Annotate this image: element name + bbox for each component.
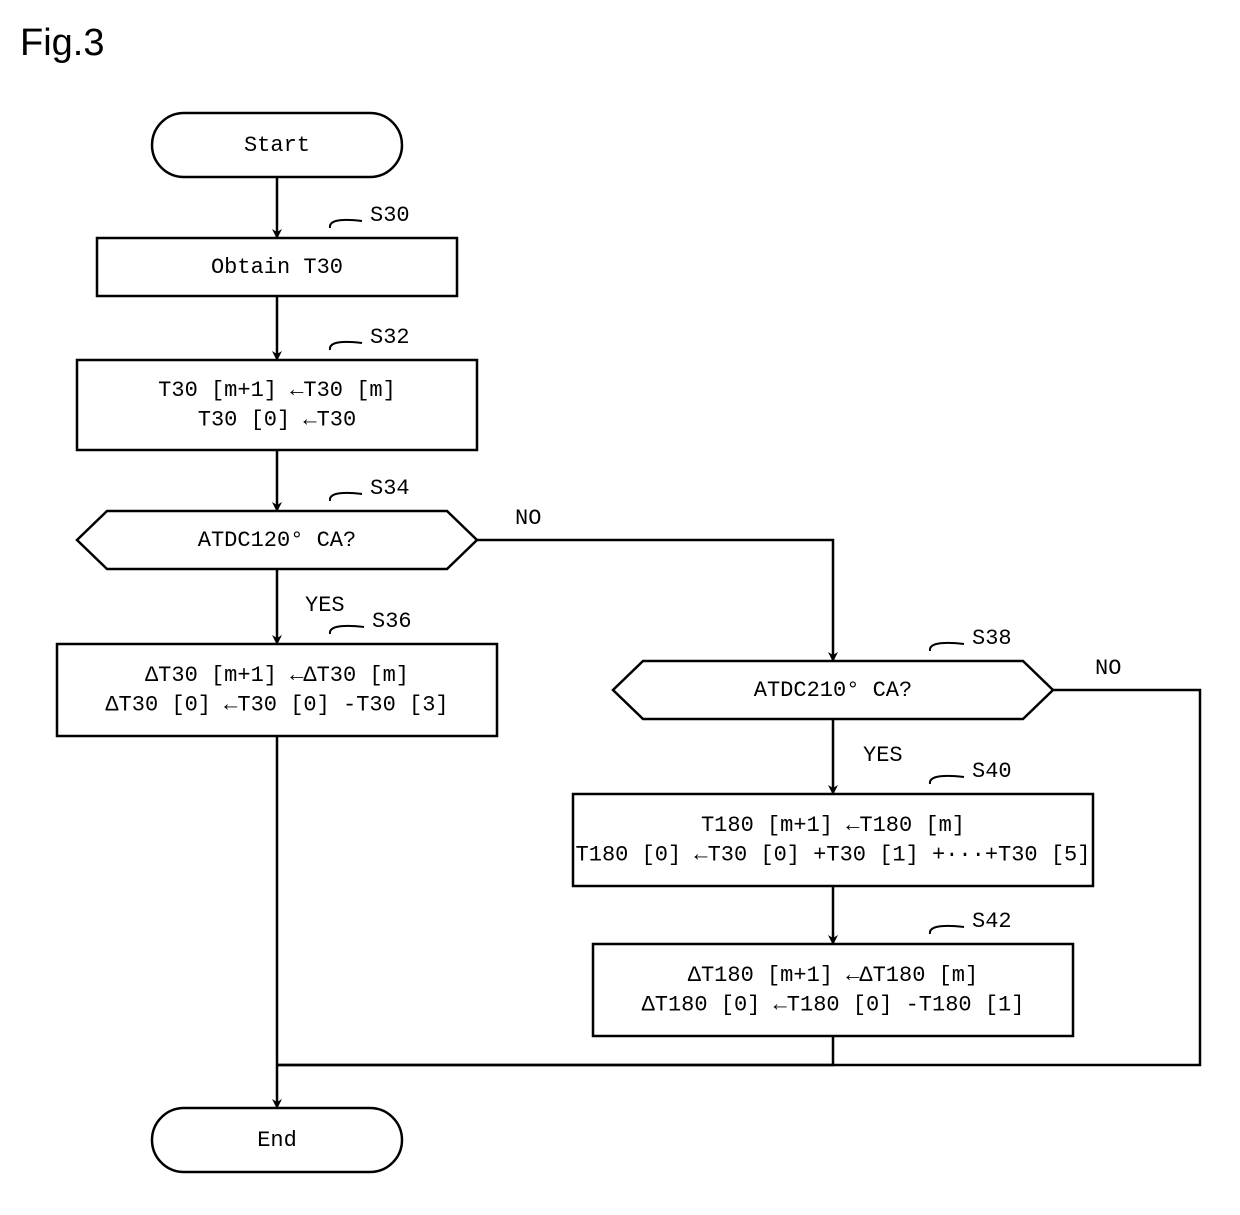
step-hook-s36: [330, 626, 364, 634]
node-s32-text-1: T30 [0] ←T30: [198, 408, 356, 433]
node-s32-text-0: T30 [m+1] ←T30 [m]: [158, 378, 396, 403]
flowchart-canvas: Fig.3 YES NO YES NO Start Obtain T30 T30 [m+1…: [0, 0, 1240, 1215]
node-s40: T180 [m+1] ←T180 [m] T180 [0] ←T30 [0] +T…: [573, 794, 1093, 886]
node-s42: ΔT180 [m+1] ←ΔT180 [m] ΔT180 [0] ←T180 [0…: [593, 944, 1073, 1036]
node-s36-text-0: ΔT30 [m+1] ←ΔT30 [m]: [145, 663, 409, 688]
edge-s34-s38: [477, 540, 833, 661]
node-end-text-0: End: [257, 1128, 297, 1153]
edge-label-s34-s36: YES: [305, 593, 345, 618]
node-s42-text-1: ΔT180 [0] ←T180 [0] -T180 [1]: [642, 993, 1025, 1018]
step-hook-s34: [330, 493, 362, 501]
node-start: Start: [152, 113, 402, 177]
step-label-s42: S42: [972, 909, 1012, 934]
node-s40-text-0: T180 [m+1] ←T180 [m]: [701, 813, 965, 838]
node-start-text-0: Start: [244, 133, 310, 158]
edge-label-s34-s38: NO: [515, 506, 541, 531]
step-hook-s38: [930, 643, 964, 651]
node-s30: Obtain T30: [97, 238, 457, 296]
edge-s42-merge: [277, 1036, 833, 1065]
edge-label-s38-merge: NO: [1095, 656, 1121, 681]
step-hook-s32: [330, 342, 362, 350]
nodes: Start Obtain T30 T30 [m+1] ←T30 [m] T30 [0]…: [57, 113, 1093, 1172]
node-s32: T30 [m+1] ←T30 [m] T30 [0] ←T30: [77, 360, 477, 450]
node-s42-text-0: ΔT180 [m+1] ←ΔT180 [m]: [688, 963, 978, 988]
step-label-s34: S34: [370, 476, 410, 501]
step-label-s30: S30: [370, 203, 410, 228]
node-s34: ATDC120° CA?: [77, 511, 477, 569]
node-s38-text-0: ATDC210° CA?: [754, 678, 912, 703]
node-s30-text-0: Obtain T30: [211, 255, 343, 280]
step-label-s40: S40: [972, 759, 1012, 784]
edge-label-s38-s40: YES: [863, 743, 903, 768]
step-hook-s30: [330, 220, 362, 228]
node-end: End: [152, 1108, 402, 1172]
figure-title: Fig.3: [20, 22, 104, 64]
step-hook-s40: [930, 776, 964, 784]
step-label-s36: S36: [372, 609, 412, 634]
step-label-s38: S38: [972, 626, 1012, 651]
node-s36-text-1: ΔT30 [0] ←T30 [0] -T30 [3]: [105, 693, 448, 718]
node-s40-text-1: T180 [0] ←T30 [0] +T30 [1] +···+T30 [5]: [576, 843, 1091, 868]
node-s38: ATDC210° CA?: [613, 661, 1053, 719]
step-label-s32: S32: [370, 325, 410, 350]
node-s34-text-0: ATDC120° CA?: [198, 528, 356, 553]
node-s36: ΔT30 [m+1] ←ΔT30 [m] ΔT30 [0] ←T30 [0] -T…: [57, 644, 497, 736]
step-hook-s42: [930, 926, 964, 934]
